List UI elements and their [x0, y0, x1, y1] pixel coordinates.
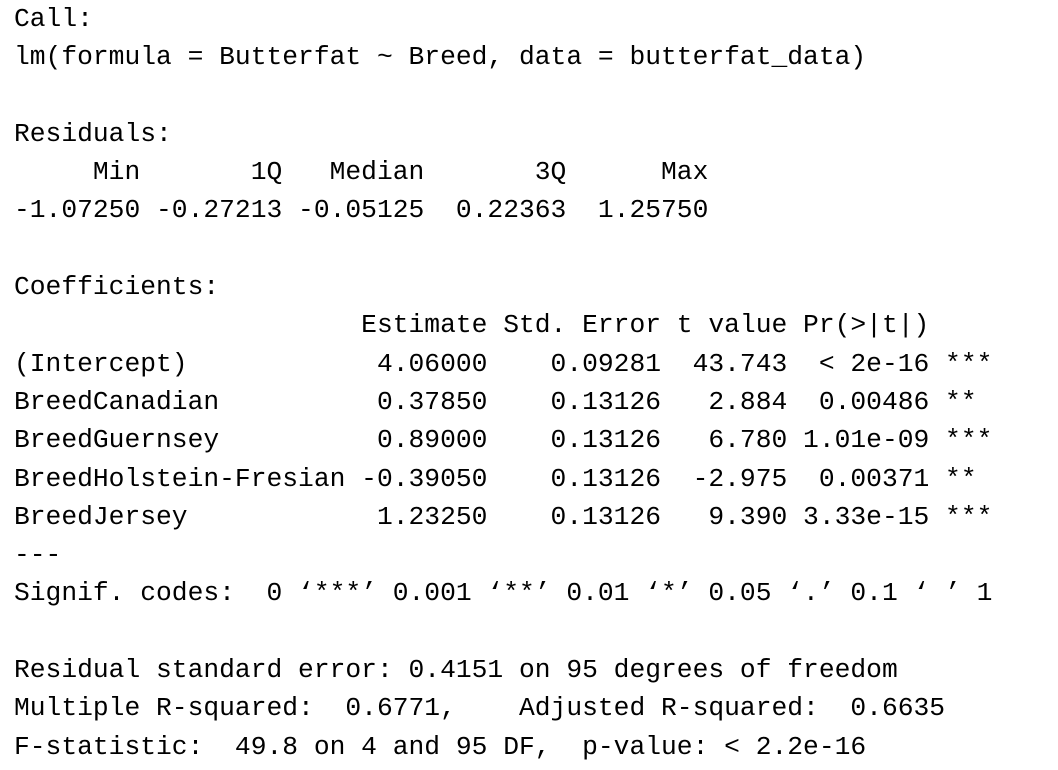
coefficient-row: BreedCanadian 0.37850 0.13126 2.884 0.00…: [14, 386, 977, 417]
separator: ---: [14, 540, 62, 571]
coefficient-row: BreedJersey 1.23250 0.13126 9.390 3.33e-…: [14, 501, 993, 532]
coefficient-row: (Intercept) 4.06000 0.09281 43.743 < 2e-…: [14, 348, 993, 379]
call-heading: Call:: [14, 4, 93, 34]
residuals-header: Min 1Q Median 3Q Max: [14, 157, 709, 188]
r-squared: Multiple R-squared: 0.6771, Adjusted R-s…: [14, 693, 946, 724]
residuals-values: -1.07250 -0.27213 -0.05125 0.22363 1.257…: [14, 195, 709, 226]
call-formula: lm(formula = Butterfat ~ Breed, data = b…: [14, 42, 867, 73]
coefficient-row: BreedHolstein-Fresian -0.39050 0.13126 -…: [14, 463, 977, 494]
signif-codes: Signif. codes: 0 ‘***’ 0.001 ‘**’ 0.01 ‘…: [14, 578, 993, 609]
coefficients-header: Estimate Std. Error t value Pr(>|t|): [14, 310, 930, 341]
coefficients-heading: Coefficients:: [14, 272, 220, 303]
coefficient-row: BreedGuernsey 0.89000 0.13126 6.780 1.01…: [14, 425, 993, 456]
f-statistic: F-statistic: 49.8 on 4 and 95 DF, p-valu…: [14, 731, 867, 762]
residuals-heading: Residuals:: [14, 118, 172, 149]
coefficients-rows: (Intercept) 4.06000 0.09281 43.743 < 2e-…: [14, 345, 1058, 536]
residual-standard-error: Residual standard error: 0.4151 on 95 de…: [14, 655, 898, 686]
